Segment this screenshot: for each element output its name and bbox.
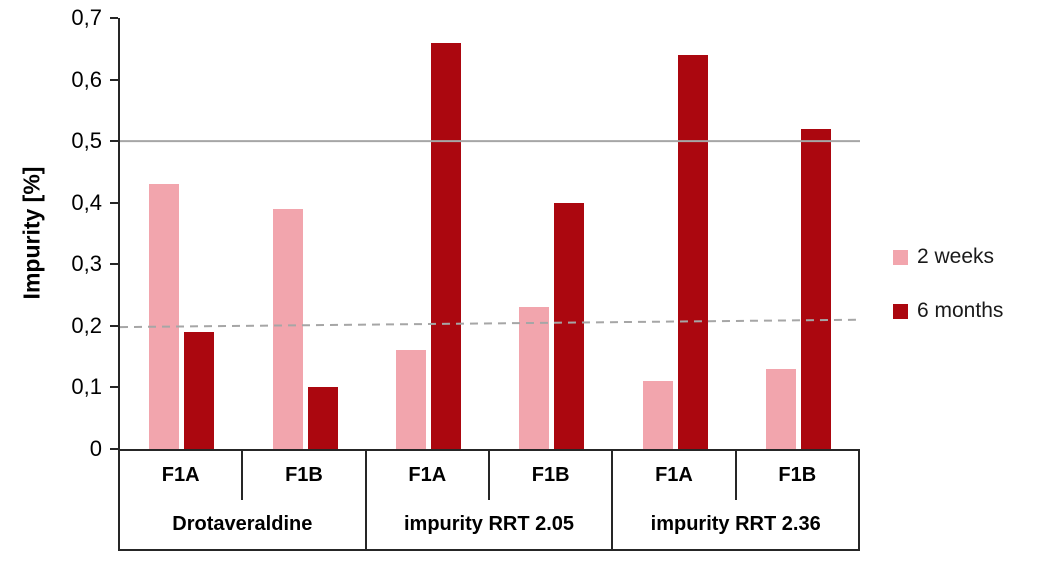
- bar-6-months-3: [554, 202, 585, 449]
- y-tick-label: 0,3: [71, 251, 102, 277]
- category-label: F1A: [367, 451, 490, 500]
- legend-item-2-weeks: 2 weeks: [893, 245, 1003, 268]
- y-tick-label: 0: [89, 436, 102, 461]
- legend-label-6-months: 6 months: [917, 299, 1004, 322]
- y-tick-label: 0,7: [71, 5, 102, 30]
- group-label: Drotaveraldine: [120, 500, 367, 549]
- category-label: F1A: [613, 451, 737, 500]
- y-tick-label: 0,5: [71, 128, 102, 154]
- y-tick-label: 0,2: [71, 312, 102, 338]
- plot-area: [119, 18, 861, 449]
- bar-6-months-2: [430, 42, 461, 449]
- y-tick-mark: [110, 263, 118, 266]
- bar-2-weeks-0: [149, 184, 180, 449]
- legend-swatch-6-months: [893, 303, 908, 319]
- category-label: F1A: [120, 451, 244, 500]
- category-label: F1B: [737, 451, 860, 500]
- bar-6-months-1: [307, 387, 338, 449]
- bar-2-weeks-5: [765, 368, 796, 449]
- y-tick-label: 0,4: [71, 189, 102, 215]
- legend-item-6-months: 6 months: [893, 299, 1004, 322]
- bar-6-months-0: [184, 332, 215, 449]
- y-tick-mark: [110, 140, 118, 143]
- bar-2-weeks-3: [519, 307, 550, 449]
- bar-6-months-4: [677, 54, 708, 449]
- y-tick-mark: [110, 78, 118, 81]
- bar-2-weeks-1: [272, 208, 303, 449]
- bar-6-months-5: [800, 128, 831, 449]
- group-label-row: Drotaveraldine impurity RRT 2.05 impurity …: [120, 500, 861, 551]
- category-axis: F1A F1B F1A F1B F1A F1B Drotaveraldine impurity…: [120, 449, 861, 551]
- y-axis-line: [118, 18, 120, 551]
- y-axis-title: Impurity [%]: [18, 166, 45, 300]
- group-label: impurity RRT 2.36: [613, 500, 861, 549]
- bar-2-weeks-2: [395, 350, 426, 449]
- reference-line-dashed: [119, 318, 861, 329]
- reference-lines: [119, 140, 861, 329]
- group-label: impurity RRT 2.05: [367, 500, 614, 549]
- category-label: F1B: [490, 451, 614, 500]
- y-tick-mark: [110, 386, 118, 389]
- y-tick-mark: [110, 201, 118, 204]
- legend-label-2-weeks: 2 weeks: [917, 245, 995, 268]
- subgroup-label-row: F1A F1B F1A F1B F1A F1B: [120, 449, 860, 500]
- legend: 2 weeks 6 months: [893, 245, 1004, 354]
- y-tick-label: 0,1: [71, 374, 102, 400]
- y-tick-mark: [110, 448, 118, 450]
- y-tick-label: 0,6: [71, 66, 102, 92]
- y-tick-mark: [110, 17, 118, 19]
- bar-2-weeks-4: [642, 381, 673, 449]
- y-tick-mark: [110, 324, 118, 327]
- legend-swatch-2-weeks: [893, 249, 908, 265]
- category-label: F1B: [243, 451, 367, 500]
